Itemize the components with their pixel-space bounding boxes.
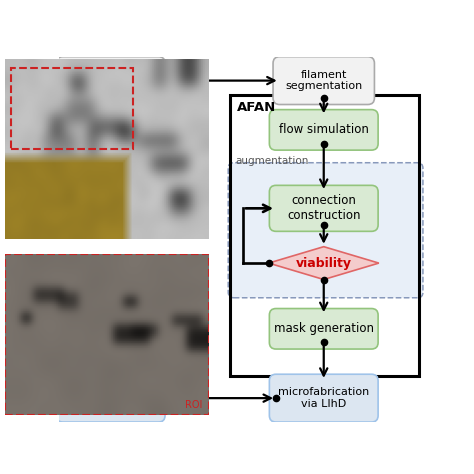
FancyBboxPatch shape: [269, 374, 378, 422]
FancyBboxPatch shape: [228, 163, 423, 298]
Text: flow simulation: flow simulation: [279, 123, 369, 137]
FancyBboxPatch shape: [269, 185, 378, 231]
Polygon shape: [269, 246, 379, 280]
FancyBboxPatch shape: [273, 57, 374, 104]
Text: AFAN: AFAN: [237, 100, 276, 114]
FancyBboxPatch shape: [269, 109, 378, 150]
Text: viability: viability: [296, 256, 352, 270]
Text: particle image
velocimetry: particle image velocimetry: [71, 387, 151, 409]
Text: mask generation: mask generation: [274, 322, 374, 335]
FancyBboxPatch shape: [56, 57, 165, 104]
FancyBboxPatch shape: [56, 374, 165, 422]
Text: microvascular
imaging via KESM: microvascular imaging via KESM: [61, 70, 161, 91]
Text: filament
segmentation: filament segmentation: [285, 70, 362, 91]
Bar: [230, 95, 419, 376]
Text: augmentation: augmentation: [236, 156, 309, 166]
Text: ROI: ROI: [185, 400, 202, 410]
Text: microfabrication
via LIhD: microfabrication via LIhD: [278, 387, 369, 409]
Text: connection
construction: connection construction: [287, 194, 361, 222]
FancyBboxPatch shape: [269, 309, 378, 349]
